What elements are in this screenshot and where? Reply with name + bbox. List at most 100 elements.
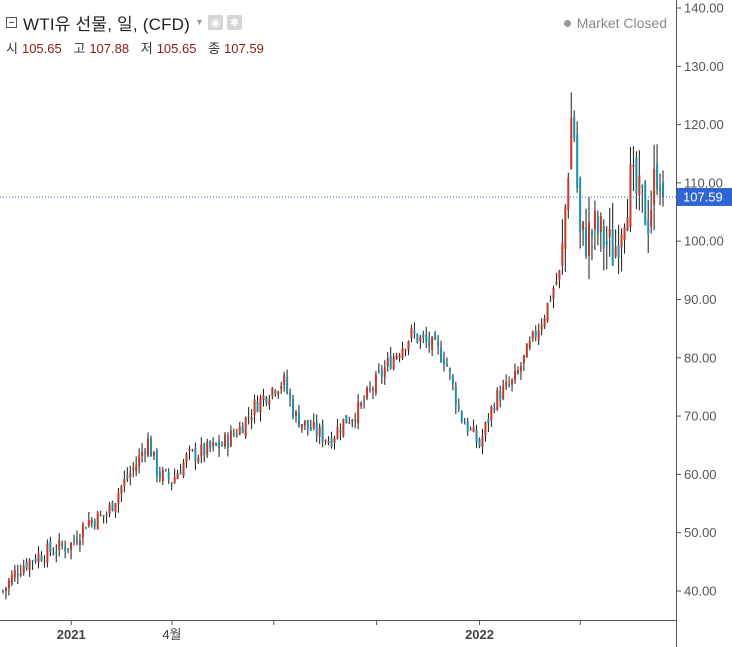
chart-header: WTI유 선물, 일, (CFD) ▼ ◉ ✱ 시 105.65 고 107.88 … bbox=[6, 10, 272, 57]
candle-body bbox=[327, 441, 330, 444]
candle-body bbox=[428, 338, 431, 347]
candle-body bbox=[179, 471, 182, 475]
candle-body bbox=[588, 222, 591, 257]
candle-body bbox=[324, 440, 327, 442]
candle-body bbox=[656, 163, 659, 190]
candle-body bbox=[170, 482, 173, 484]
candle-body bbox=[380, 370, 383, 377]
candle-body bbox=[102, 515, 105, 517]
candle-body bbox=[111, 501, 114, 511]
candle-body bbox=[525, 344, 528, 358]
candle-body bbox=[78, 540, 81, 546]
candle-body bbox=[602, 226, 605, 248]
open-value: 105.65 bbox=[21, 41, 62, 56]
candle-body bbox=[472, 427, 475, 432]
candle-body bbox=[431, 336, 434, 350]
candle-body bbox=[590, 231, 593, 237]
candle-body bbox=[315, 422, 318, 437]
candle-body bbox=[659, 187, 662, 191]
candle-body bbox=[531, 331, 534, 339]
candle-body bbox=[599, 216, 602, 233]
candle-body bbox=[309, 426, 312, 431]
candle-body bbox=[419, 336, 422, 342]
candle-body bbox=[395, 355, 398, 359]
candle-body bbox=[546, 302, 549, 321]
candle-body bbox=[537, 330, 540, 341]
candle-body bbox=[149, 438, 152, 457]
y-tick-label: 100.00 bbox=[684, 234, 724, 249]
gear-icon[interactable]: ✱ bbox=[226, 14, 242, 30]
candle-body bbox=[96, 512, 99, 530]
collapse-icon[interactable] bbox=[6, 16, 17, 28]
candle-body bbox=[511, 379, 514, 385]
candle-body bbox=[37, 553, 40, 563]
candle-body bbox=[274, 390, 277, 394]
candle-body bbox=[650, 210, 653, 227]
candle-body bbox=[223, 434, 226, 447]
candle-body bbox=[540, 324, 543, 331]
candle-body bbox=[493, 407, 496, 411]
candle-body bbox=[508, 384, 511, 386]
candle-body bbox=[212, 442, 215, 447]
y-tick-label: 90.00 bbox=[684, 292, 717, 307]
candle-body bbox=[73, 540, 76, 542]
candle-body bbox=[215, 443, 218, 446]
eye-icon[interactable]: ◉ bbox=[207, 14, 223, 30]
candle-body bbox=[463, 423, 466, 425]
candle-body bbox=[499, 391, 502, 401]
candle-body bbox=[342, 418, 345, 436]
candle-body bbox=[167, 472, 170, 480]
candle-body bbox=[34, 558, 37, 562]
candle-body bbox=[203, 443, 206, 456]
candle-body bbox=[300, 424, 303, 429]
candle-body bbox=[593, 210, 596, 230]
candle-body bbox=[173, 476, 176, 483]
candle-body bbox=[241, 426, 244, 434]
candle-body bbox=[374, 373, 377, 393]
candle-body bbox=[481, 436, 484, 448]
candle-body bbox=[558, 270, 561, 281]
candle-body bbox=[2, 590, 4, 592]
candle-body bbox=[469, 428, 472, 430]
candle-body bbox=[209, 441, 212, 449]
candle-body bbox=[608, 229, 611, 237]
candle-body bbox=[647, 219, 650, 235]
candle-body bbox=[229, 430, 232, 447]
candle-body bbox=[561, 243, 564, 266]
candle-body bbox=[105, 514, 108, 516]
candle-body bbox=[487, 419, 490, 424]
candle-body bbox=[454, 385, 457, 406]
chevron-down-icon[interactable]: ▼ bbox=[195, 17, 204, 27]
candle-body bbox=[84, 527, 87, 529]
candle-body bbox=[200, 444, 203, 457]
candle-body bbox=[330, 437, 333, 447]
open-label: 시 bbox=[6, 41, 18, 56]
candle-body bbox=[191, 449, 194, 451]
candle-body bbox=[271, 387, 274, 397]
candle-body bbox=[25, 562, 28, 569]
candle-body bbox=[351, 419, 354, 423]
y-tick-label: 40.00 bbox=[684, 584, 717, 599]
candle-body bbox=[197, 457, 200, 463]
candle-body bbox=[256, 401, 259, 412]
candle-body bbox=[250, 416, 253, 421]
candle-body bbox=[404, 349, 407, 351]
symbol-title[interactable]: WTI유 선물, 일, (CFD) bbox=[23, 14, 190, 34]
candle-body bbox=[496, 389, 499, 410]
candle-body bbox=[392, 356, 395, 370]
candle-body bbox=[534, 330, 537, 337]
status-dot-icon bbox=[563, 19, 571, 27]
candle-body bbox=[552, 288, 555, 299]
candle-body bbox=[262, 395, 265, 401]
candle-body bbox=[333, 437, 336, 443]
candle-body bbox=[416, 333, 419, 343]
candle-body bbox=[52, 553, 55, 555]
candle-body bbox=[336, 426, 339, 439]
close-value: 107.59 bbox=[224, 41, 264, 56]
candle-body bbox=[221, 445, 224, 447]
candle-body bbox=[641, 185, 644, 189]
candle-body bbox=[457, 405, 460, 409]
candle-body bbox=[620, 234, 623, 248]
